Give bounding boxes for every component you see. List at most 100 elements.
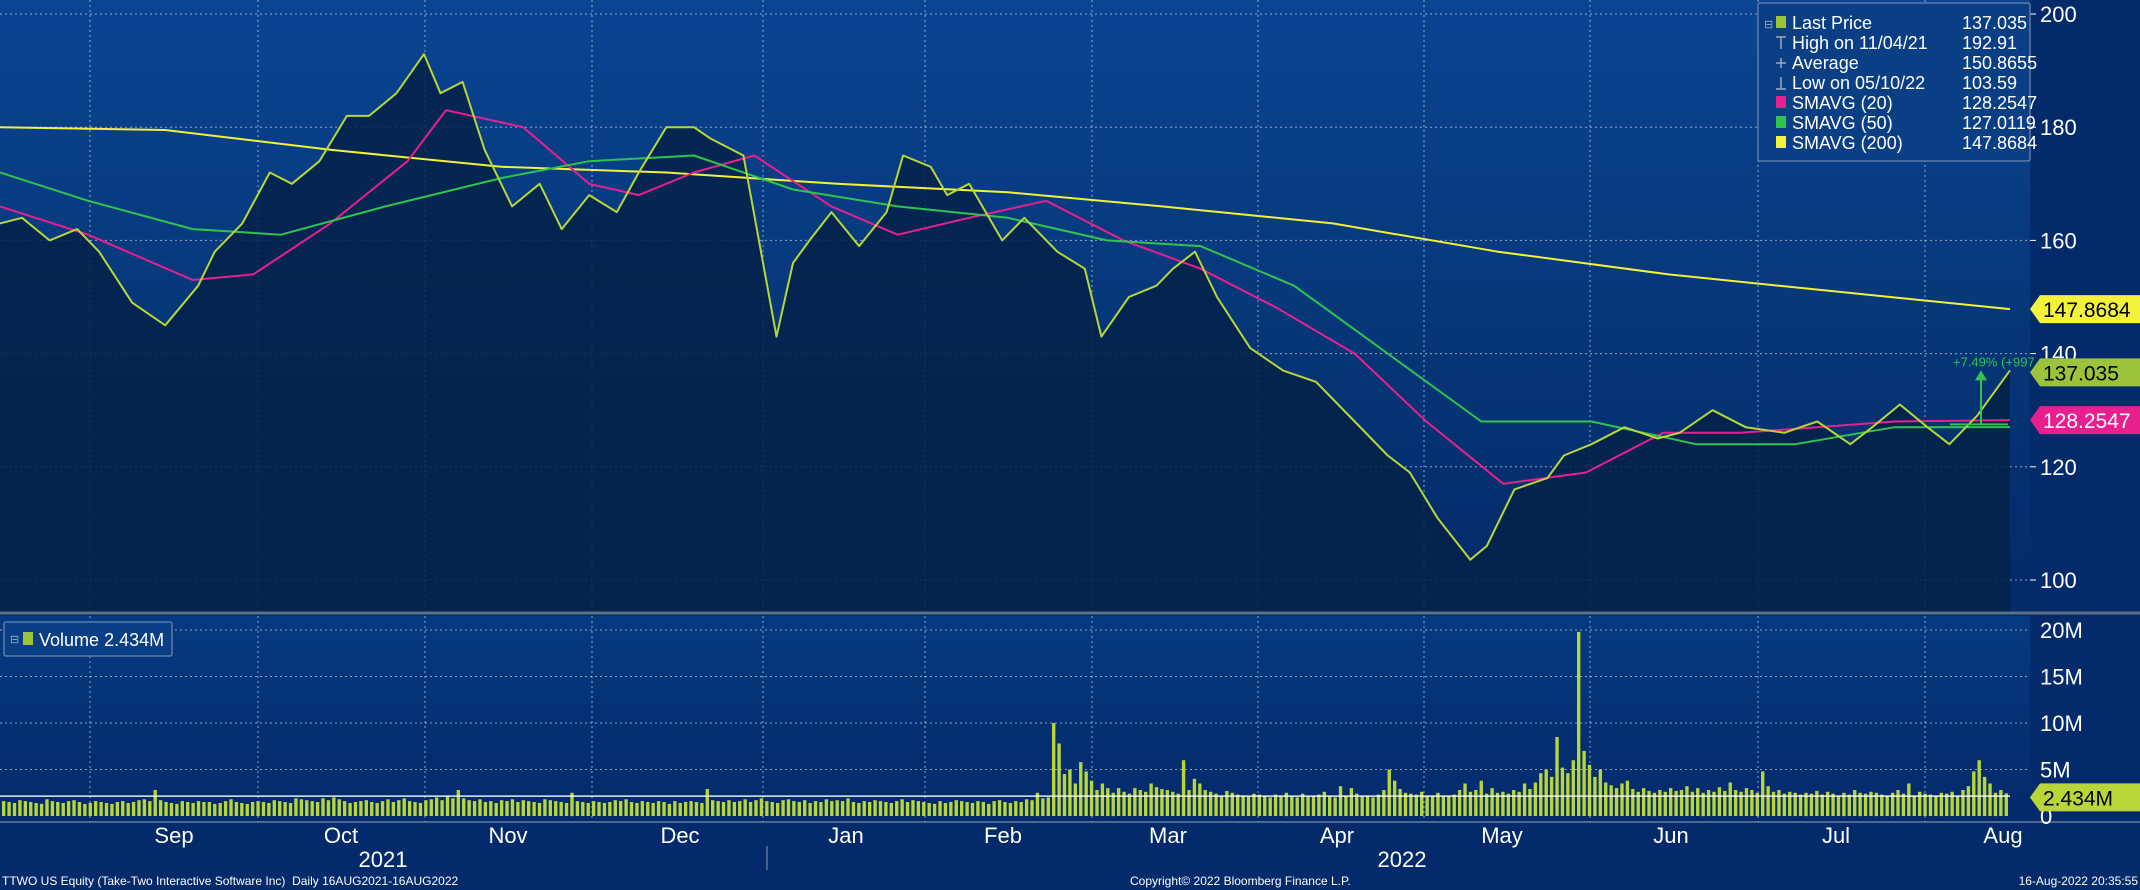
x-tick-month: Jun (1653, 823, 1688, 848)
volume-bar (467, 800, 471, 816)
volume-bar (1993, 792, 1998, 817)
volume-bar (131, 802, 136, 816)
volume-bar (1966, 786, 1971, 816)
volume-bar (532, 802, 536, 816)
smavg-20-line (0, 109, 2011, 485)
volume-bar (1901, 793, 1906, 816)
volume-bar (1620, 783, 1624, 816)
volume-bar (1831, 793, 1835, 816)
volume-bar (1365, 795, 1370, 816)
legend-label: SMAVG (200) (1792, 133, 1903, 153)
volume-bar (386, 799, 390, 816)
volume-bar (1236, 794, 1240, 816)
legend-row: Last Price 137.035 (1776, 13, 2027, 33)
volume-bar (1030, 800, 1034, 816)
volume-bar (516, 802, 520, 816)
volume-bar (229, 799, 233, 816)
volume-bar (954, 800, 958, 816)
volume-bar (1485, 793, 1489, 816)
footer-right: 16-Aug-2022 20:35:55 (2019, 874, 2139, 888)
legend-label: Last Price (1792, 13, 1872, 33)
volume-bar (581, 802, 585, 816)
volume-bar (1842, 792, 1846, 817)
volume-bar (895, 801, 899, 816)
volume-bar (1755, 792, 1759, 817)
volume-bar (624, 799, 628, 816)
volume-bar (732, 802, 737, 816)
volume-bar (1414, 794, 1418, 816)
volume-legend-collapse[interactable]: ⊟ (10, 634, 19, 646)
volume-bar (527, 801, 531, 816)
volume-bar (1782, 793, 1787, 816)
volume-bar (1820, 794, 1824, 816)
legend-label: High on 11/04/21 (1792, 33, 1928, 53)
volume-bar (1896, 790, 1900, 816)
volume-bar (949, 802, 953, 816)
volume-bar (997, 800, 1002, 816)
volume-bar (1084, 771, 1088, 816)
volume-bar (862, 801, 866, 816)
volume-bar (1717, 787, 1722, 816)
volume-bar (1761, 771, 1765, 816)
volume-bar (1733, 790, 1738, 816)
volume-bar (656, 801, 661, 816)
volume-bar (1349, 788, 1354, 816)
volume-bar (1181, 760, 1186, 816)
volume-bar (1555, 737, 1559, 816)
volume-bar (202, 802, 206, 816)
volume-bar (619, 801, 623, 816)
volume-bar (1490, 788, 1494, 816)
volume-bar (56, 802, 60, 816)
volume-panel-bg (0, 616, 2030, 822)
volume-bar (1447, 796, 1451, 816)
volume-bar (1214, 793, 1218, 816)
right-axis-tag-label: 147.8684 (2043, 299, 2131, 322)
volume-bar (1106, 788, 1110, 816)
volume-bar (1934, 795, 1938, 816)
right-axis-tags: 147.8684 137.035 128.2547 2.434M (2030, 295, 2140, 812)
volume-bar (1089, 780, 1094, 816)
volume-bar (721, 802, 726, 816)
volume-bar (1658, 790, 1662, 816)
volume-bar (1955, 795, 1960, 816)
legend-label: SMAVG (50) (1792, 113, 1893, 133)
volume-bar (1506, 793, 1511, 816)
volume-bar (824, 799, 829, 816)
volume-bar (1463, 783, 1467, 816)
volume-bar (1939, 792, 1943, 817)
volume-bar (1988, 783, 1992, 816)
legend-swatch (1776, 136, 1786, 148)
volume-bar (1685, 786, 1689, 816)
volume-bar (407, 801, 412, 816)
volume-bar (846, 798, 850, 816)
volume-bar (288, 803, 293, 816)
volume-bar (375, 803, 379, 816)
volume-bar (1890, 792, 1895, 817)
volume-bar (629, 802, 634, 816)
volume-bar (1355, 793, 1359, 816)
volume-bar (775, 803, 780, 816)
volume-bar (1999, 790, 2003, 816)
volume-bar (72, 800, 76, 816)
volume-bar (326, 800, 331, 816)
volume-bar (1306, 796, 1310, 816)
volume-bar (1192, 778, 1197, 816)
volume-bar (662, 802, 666, 816)
volume-bar (1614, 788, 1619, 816)
volume-bar (1392, 780, 1397, 816)
volume-bar (857, 803, 861, 816)
volume-bar (1907, 783, 1911, 816)
volume-bar (1663, 791, 1667, 816)
volume-bar (759, 798, 764, 816)
volume-bar (1701, 792, 1705, 817)
volume-bar (1052, 723, 1056, 816)
volume-bar (711, 800, 715, 816)
volume-bar (494, 803, 498, 816)
x-tick-year: 2022 (1378, 847, 1427, 872)
volume-bar (164, 802, 168, 816)
volume-bar (1501, 791, 1505, 816)
volume-bar (94, 801, 98, 816)
volume-bar (256, 801, 260, 816)
x-tick-month: Nov (488, 823, 527, 848)
price-legend-box (1757, 2, 2031, 162)
